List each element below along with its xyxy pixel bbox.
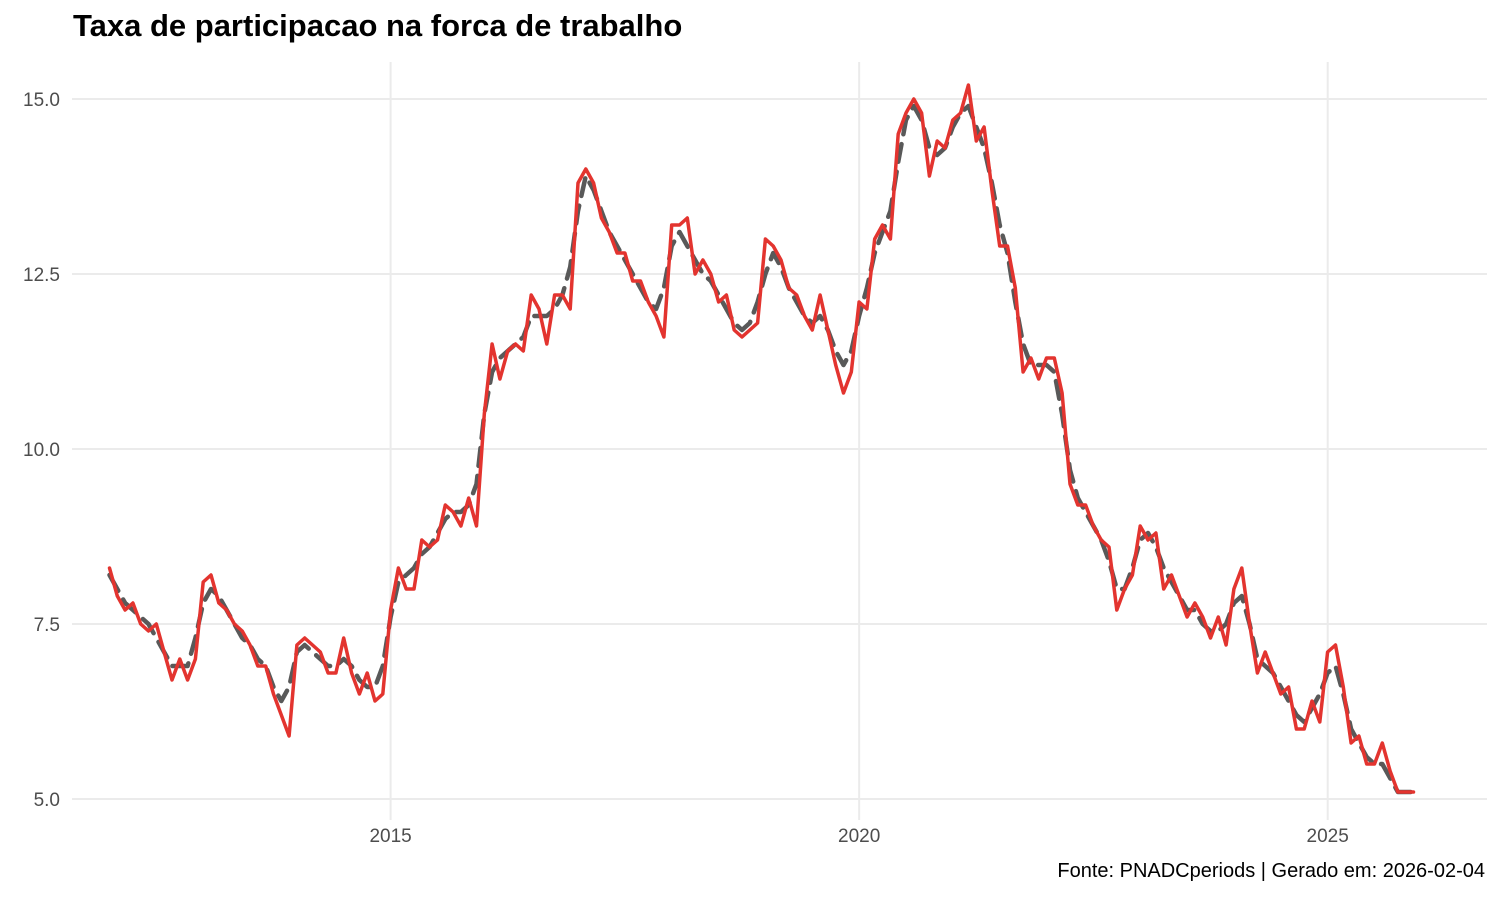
y-tick-label: 7.5	[34, 615, 60, 636]
y-tick-label: 5.0	[34, 790, 60, 811]
x-tick-label: 2020	[838, 826, 880, 847]
solid-series-line	[107, 83, 1416, 794]
y-tick-label: 10.0	[23, 440, 60, 461]
x-axis-ticks: 2015 2020 2025	[369, 826, 1348, 847]
x-tick-label: 2015	[369, 826, 411, 847]
y-tick-label: 12.5	[23, 265, 60, 286]
grid-lines	[72, 62, 1487, 820]
series-lines	[107, 83, 1416, 795]
y-axis-ticks: 5.0 7.5 10.0 12.5 15.0	[23, 90, 60, 811]
chart-caption: Fonte: PNADCperiods | Gerado em: 2026-02…	[1057, 860, 1485, 882]
x-tick-label: 2025	[1307, 826, 1349, 847]
chart-title: Taxa de participacao na forca de trabalh…	[73, 8, 683, 43]
y-tick-label: 15.0	[23, 90, 60, 111]
